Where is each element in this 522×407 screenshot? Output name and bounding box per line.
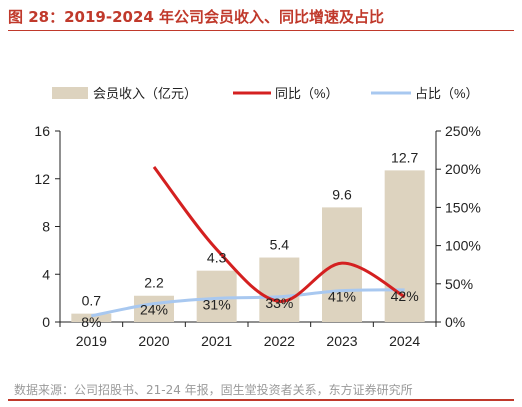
legend: 会员收入（亿元） 同比（%） 占比（%）	[52, 86, 479, 101]
bar-series	[71, 170, 425, 322]
y-left-tick-label: 12	[34, 171, 50, 187]
title-divider	[8, 30, 514, 31]
y-right-tick-label: 250%	[445, 123, 481, 139]
bar	[259, 257, 300, 322]
share-value-label: 31%	[203, 296, 231, 312]
bar-value-label: 4.3	[207, 250, 227, 266]
legend-bar-swatch	[52, 87, 88, 99]
y-right-tick-label: 0%	[445, 314, 465, 330]
x-tick-label: 2019	[76, 333, 107, 349]
source-note: 数据来源：公司招股书、21-24 年报，固生堂投资者关系，东方证券研究所	[14, 383, 413, 397]
y-right-tick-label: 50%	[445, 276, 473, 292]
data-labels: 0.7 2.2 4.3 5.4 9.6 12.7 8% 24% 31% 33% 41% 42%	[81, 149, 418, 329]
y-right-tick-label: 150%	[445, 199, 481, 215]
y-right-tick-label: 200%	[445, 161, 481, 177]
chart: 会员收入（亿元） 同比（%） 占比（%） 0 4 8 12 16 0% 50% 100% 150% 2…	[34, 86, 480, 349]
x-tick-label: 2021	[201, 333, 232, 349]
bar	[196, 270, 237, 322]
chart-title: 图 28：2019-2024 年公司会员收入、同比增速及占比	[8, 8, 385, 26]
share-value-label: 8%	[81, 314, 101, 330]
bar	[134, 295, 174, 322]
bar-value-label: 9.6	[332, 186, 352, 202]
axes: 0 4 8 12 16 0% 50% 100% 150% 200% 250% 2019 2020 2021…	[34, 123, 480, 349]
y-left-tick-label: 8	[42, 219, 50, 235]
bar-value-label: 5.4	[270, 237, 290, 253]
bar	[71, 313, 112, 322]
share-value-label: 41%	[328, 289, 356, 305]
x-tick-label: 2022	[264, 333, 295, 349]
y-left-tick-label: 16	[34, 123, 50, 139]
share-value-label: 33%	[265, 295, 293, 311]
y-left-tick-label: 0	[42, 314, 50, 330]
share-value-label: 42%	[391, 288, 419, 304]
share-line	[91, 288, 405, 318]
bar-value-label: 0.7	[82, 293, 102, 309]
yoy-line	[152, 166, 406, 303]
bottom-divider	[8, 399, 514, 401]
x-tick-label: 2024	[389, 333, 420, 349]
legend-share-label: 占比（%）	[415, 86, 479, 101]
y-left-tick-label: 4	[42, 266, 50, 282]
legend-yoy-label: 同比（%）	[275, 86, 339, 101]
share-value-label: 24%	[140, 302, 168, 318]
line-series	[91, 166, 406, 318]
bar-value-label: 2.2	[144, 275, 164, 291]
legend-bar-label: 会员收入（亿元）	[93, 86, 197, 101]
x-tick-label: 2023	[326, 333, 357, 349]
y-right-tick-label: 100%	[445, 238, 481, 254]
bar-value-label: 12.7	[391, 149, 418, 165]
x-tick-label: 2020	[138, 333, 169, 349]
